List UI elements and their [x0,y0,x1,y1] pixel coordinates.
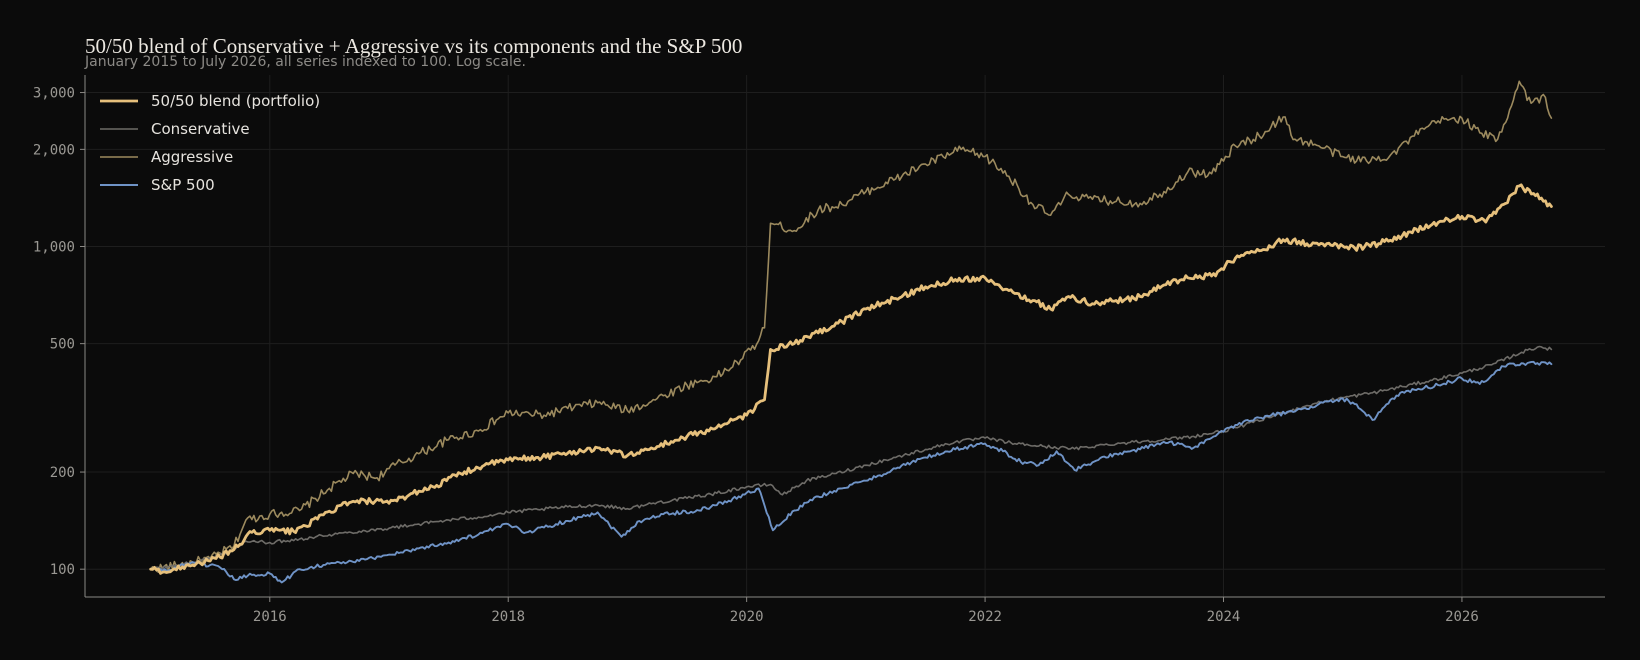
series-line-conservative [149,345,1553,570]
chart-title: 50/50 blend of Conservative + Aggressive… [85,34,743,58]
series-line-50-50-blend-portfolio [149,183,1553,575]
series-line-s-p-500 [149,360,1553,584]
x-tick-label: 2024 [1207,609,1241,625]
y-tick-label: 100 [50,562,75,578]
y-tick-label: 2,000 [33,142,75,158]
series-layer [149,80,1553,584]
y-tick-label: 1,000 [33,240,75,256]
legend-label-conservative: Conservative [151,120,250,138]
x-tick-label: 2018 [491,609,525,625]
x-tick-label: 2016 [253,609,287,625]
legend-label-50-50-blend-portfolio: 50/50 blend (portfolio) [151,92,320,110]
x-tick-label: 2020 [730,609,764,625]
legend-label-aggressive: Aggressive [151,148,233,166]
legend-layer: 50/50 blend (portfolio) Conservative Aggre… [100,92,320,194]
series-line-aggressive [149,80,1553,573]
y-tick-label: 500 [50,337,75,353]
y-tick-label: 3,000 [33,86,75,102]
x-tick-label: 2026 [1445,609,1479,625]
chart-subtitle: January 2015 to July 2026, all series in… [85,54,526,70]
x-tick-label: 2022 [968,609,1002,625]
y-tick-label: 200 [50,465,75,481]
legend-label-s-p-500: S&P 500 [151,176,215,194]
axis-layer: 100 200 500 1,000 2,000 3,000 2016 2018 2020 2022… [33,75,1605,625]
